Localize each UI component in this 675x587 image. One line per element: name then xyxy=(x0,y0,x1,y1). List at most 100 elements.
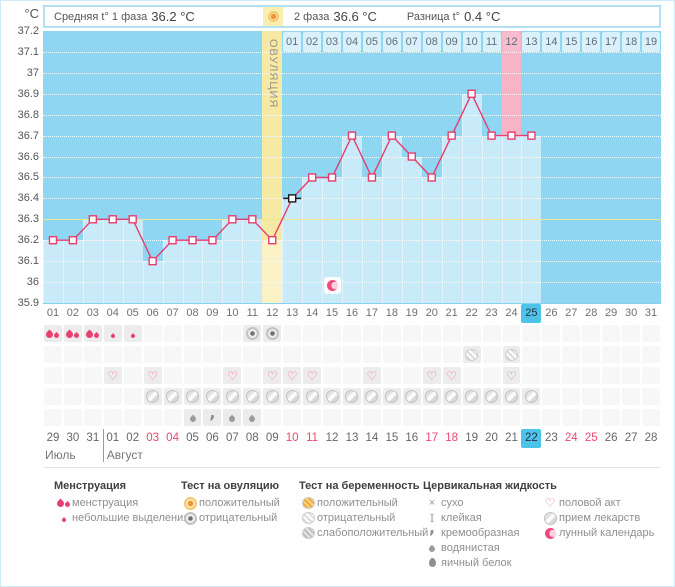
cervical-fluid-row-cell xyxy=(63,409,82,426)
lunar-icon xyxy=(544,527,556,539)
cycle-day-number: 08 xyxy=(186,307,199,319)
calendar-day[interactable]: 14 xyxy=(365,432,379,444)
legend-item: отрицательный xyxy=(299,512,428,524)
legend-icon-holder: I xyxy=(423,513,441,524)
phase2-value: 36.6 °C xyxy=(333,9,377,24)
y-tick-label: 36.5 xyxy=(17,171,39,184)
pregnancy-test-row-cell xyxy=(303,346,322,363)
medication-row-cell xyxy=(562,388,581,405)
y-tick-label: 36.1 xyxy=(17,255,39,268)
pregnancy-test-row-cell xyxy=(622,346,641,363)
legend-group-spacer xyxy=(541,480,654,492)
medication-row-cell xyxy=(223,388,242,405)
calendar-day[interactable]: 28 xyxy=(644,432,658,444)
calendar-day[interactable]: 03 xyxy=(146,432,160,444)
calendar-day[interactable]: 08 xyxy=(245,432,259,444)
calendar-day[interactable]: 17 xyxy=(425,432,439,444)
pregnancy-test-row-cell xyxy=(223,346,242,363)
legend-icon-holder: , xyxy=(423,520,441,538)
legend-icon-holder xyxy=(181,496,199,510)
menstruation-ovulation-row-cell xyxy=(542,325,561,342)
menstruation-ovulation-row-cell xyxy=(203,325,222,342)
calendar-day[interactable]: 10 xyxy=(285,432,299,444)
legend-item-label: положительный xyxy=(317,497,398,509)
calendar-day[interactable]: 23 xyxy=(544,432,558,444)
menstruation-ovulation-row-cell xyxy=(442,325,461,342)
calendar-day[interactable]: 16 xyxy=(405,432,419,444)
calendar-day[interactable]: 27 xyxy=(624,432,638,444)
gridline xyxy=(43,114,661,116)
calendar-day[interactable]: 07 xyxy=(225,432,239,444)
legend-item: × сухо xyxy=(423,497,557,509)
legend-item: отрицательный xyxy=(181,511,280,525)
cervical-fluid-row-cell xyxy=(83,409,102,426)
y-tick-label: 37.1 xyxy=(17,45,39,58)
medication-icon xyxy=(524,390,538,403)
calendar-day[interactable]: 21 xyxy=(505,432,518,444)
dpo-day-cell: 11 xyxy=(482,32,501,52)
legend-group-title: Тест на беременность xyxy=(299,480,420,492)
dpo-day-cell: 16 xyxy=(582,32,601,52)
medication-row-cell xyxy=(622,388,641,405)
intercourse-icon: ♡ xyxy=(506,368,517,383)
calendar-day[interactable]: 25 xyxy=(584,432,598,444)
calendar-day[interactable]: 01 xyxy=(106,432,120,444)
cervical-fluid-row-cell xyxy=(462,409,481,426)
medication-row-cell xyxy=(642,388,660,405)
y-tick-label: 36.9 xyxy=(17,87,39,100)
cycle-day-number: 28 xyxy=(585,307,598,319)
calendar-day[interactable]: 22 xyxy=(521,429,542,448)
cervical-fluid-row-cell xyxy=(562,409,581,426)
phase1-average: Средняя t° 1 фаза 36.2 °C xyxy=(45,7,262,26)
legend-item-label: яичный белок xyxy=(441,557,512,569)
intercourse-row-cell xyxy=(542,367,561,384)
pregnancy-test-row-cell xyxy=(83,346,102,363)
calendar-day[interactable]: 11 xyxy=(306,432,319,444)
calendar-day[interactable]: 29 xyxy=(46,432,60,444)
calendar-day[interactable]: 15 xyxy=(385,432,399,444)
y-tick-label: 36 xyxy=(26,276,39,289)
legend-item: , кремообразная xyxy=(423,520,557,540)
calendar-day[interactable]: 18 xyxy=(445,432,459,444)
cycle-day-number: 21 xyxy=(445,307,458,319)
menstruation-ovulation-row-cell xyxy=(462,325,481,342)
calendar-day[interactable]: 04 xyxy=(166,432,179,444)
calendar-day[interactable]: 26 xyxy=(604,432,618,444)
calendar-day[interactable]: 24 xyxy=(564,432,578,444)
calendar-day[interactable]: 30 xyxy=(66,432,80,444)
calendar-day[interactable]: 13 xyxy=(345,432,359,444)
calendar-day[interactable]: 20 xyxy=(485,432,498,444)
legend-item-label: кремообразная xyxy=(441,527,520,539)
menstruation-heavy-icon xyxy=(45,325,61,343)
calendar-day[interactable]: 02 xyxy=(126,432,140,444)
calendar-day[interactable]: 06 xyxy=(206,432,219,444)
y-tick-label: 36.4 xyxy=(17,192,39,205)
medication-row-cell xyxy=(462,388,481,405)
intercourse-icon: ♡ xyxy=(306,368,318,383)
month-august: Август xyxy=(106,448,143,462)
legend-item-label: клейкая xyxy=(441,512,482,524)
calendar-day[interactable]: 05 xyxy=(186,432,199,444)
pregnancy-positive-icon xyxy=(301,497,315,509)
pregnancy-test-row-cell xyxy=(123,346,142,363)
intercourse-row-cell xyxy=(602,367,621,384)
intercourse-row-cell: ♡ xyxy=(362,367,381,384)
medication-row-cell xyxy=(422,388,441,405)
legend-item: водянистая xyxy=(423,542,557,554)
cervical-fluid-row-cell xyxy=(622,409,641,426)
calendar-day[interactable]: 19 xyxy=(465,432,478,444)
day-fill-column xyxy=(182,240,203,303)
legend-item: ♡ половой акт xyxy=(541,497,654,509)
intercourse-row-cell xyxy=(163,367,182,384)
menstruation-ovulation-row-cell xyxy=(362,325,381,342)
menstruation-ovulation-row-cell xyxy=(622,325,641,342)
calendar-day[interactable]: 09 xyxy=(265,432,279,444)
intercourse-row-cell xyxy=(63,367,82,384)
pregnancy-test-row-cell xyxy=(502,346,521,363)
calendar-day[interactable]: 12 xyxy=(325,432,339,444)
y-tick-label: 36.3 xyxy=(17,213,39,226)
calendar-day[interactable]: 31 xyxy=(86,432,100,444)
medication-icon xyxy=(504,390,518,403)
menstruation-ovulation-row-cell xyxy=(44,325,62,342)
